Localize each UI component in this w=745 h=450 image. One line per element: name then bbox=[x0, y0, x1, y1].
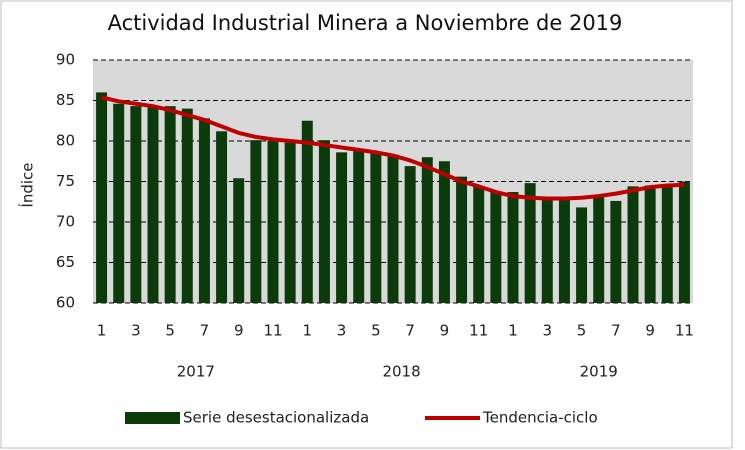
bar bbox=[490, 192, 502, 303]
bar bbox=[113, 103, 125, 304]
y-tick-label: 80 bbox=[56, 132, 75, 150]
bar bbox=[233, 178, 245, 303]
y-tick-label: 60 bbox=[56, 294, 75, 312]
bar bbox=[336, 152, 348, 303]
bar bbox=[284, 142, 296, 303]
bar bbox=[267, 141, 279, 303]
bar bbox=[353, 149, 365, 303]
x-tick-label: 11 bbox=[675, 322, 694, 340]
bar bbox=[627, 186, 639, 303]
x-tick-label: 5 bbox=[165, 322, 175, 340]
bar bbox=[576, 207, 588, 303]
x-tick-label: 9 bbox=[440, 322, 450, 340]
bar bbox=[541, 197, 553, 303]
bar bbox=[524, 183, 536, 303]
legend-swatch bbox=[125, 412, 180, 424]
bar bbox=[473, 186, 485, 303]
x-tick-label: 7 bbox=[405, 322, 415, 340]
y-tick-label: 75 bbox=[56, 172, 75, 190]
legend-label: Serie desestacionalizada bbox=[183, 409, 369, 427]
bar bbox=[661, 187, 673, 303]
x-tick-label: 1 bbox=[508, 322, 518, 340]
bar bbox=[421, 157, 433, 303]
bar bbox=[644, 185, 656, 303]
x-tick-label: 7 bbox=[200, 322, 210, 340]
bar bbox=[96, 92, 108, 304]
y-tick-label: 65 bbox=[56, 253, 75, 271]
bar bbox=[610, 200, 622, 303]
x-tick-label: 3 bbox=[337, 322, 347, 340]
x-tick-label: 5 bbox=[577, 322, 587, 340]
bar bbox=[250, 140, 262, 303]
bar bbox=[438, 161, 450, 303]
bar bbox=[164, 106, 176, 303]
bar bbox=[318, 140, 330, 303]
bar bbox=[558, 196, 570, 303]
x-tick-label: 5 bbox=[371, 322, 381, 340]
y-tick-label: 85 bbox=[56, 91, 75, 109]
bar bbox=[678, 181, 690, 303]
x-tick-label: 9 bbox=[645, 322, 655, 340]
year-label: 2019 bbox=[580, 363, 618, 381]
bar bbox=[456, 176, 468, 303]
y-tick-label: 90 bbox=[56, 51, 75, 69]
y-axis-label: Índice bbox=[18, 162, 37, 207]
bar bbox=[181, 108, 193, 303]
x-tick-label: 11 bbox=[469, 322, 488, 340]
chart-title: Actividad Industrial Minera a Noviembre … bbox=[108, 11, 623, 35]
x-tick-label: 1 bbox=[303, 322, 313, 340]
x-tick-label: 3 bbox=[543, 322, 553, 340]
bar bbox=[370, 153, 382, 303]
year-label: 2018 bbox=[382, 363, 420, 381]
trend-line bbox=[101, 95, 685, 201]
bar bbox=[147, 105, 159, 303]
x-tick-label: 9 bbox=[234, 322, 244, 340]
x-tick-label: 11 bbox=[263, 322, 282, 340]
bar bbox=[301, 120, 313, 303]
bar bbox=[593, 196, 605, 303]
bar bbox=[507, 192, 519, 303]
bar bbox=[404, 166, 416, 303]
x-tick-label: 3 bbox=[131, 322, 141, 340]
bar bbox=[387, 154, 399, 303]
x-tick-label: 7 bbox=[611, 322, 621, 340]
y-tick-label: 70 bbox=[56, 213, 75, 231]
bar bbox=[130, 106, 142, 303]
x-tick-label: 1 bbox=[97, 322, 107, 340]
bar bbox=[198, 118, 210, 303]
legend-label: Tendencia-ciclo bbox=[482, 409, 598, 427]
bar bbox=[216, 131, 228, 303]
year-label: 2017 bbox=[177, 363, 215, 381]
